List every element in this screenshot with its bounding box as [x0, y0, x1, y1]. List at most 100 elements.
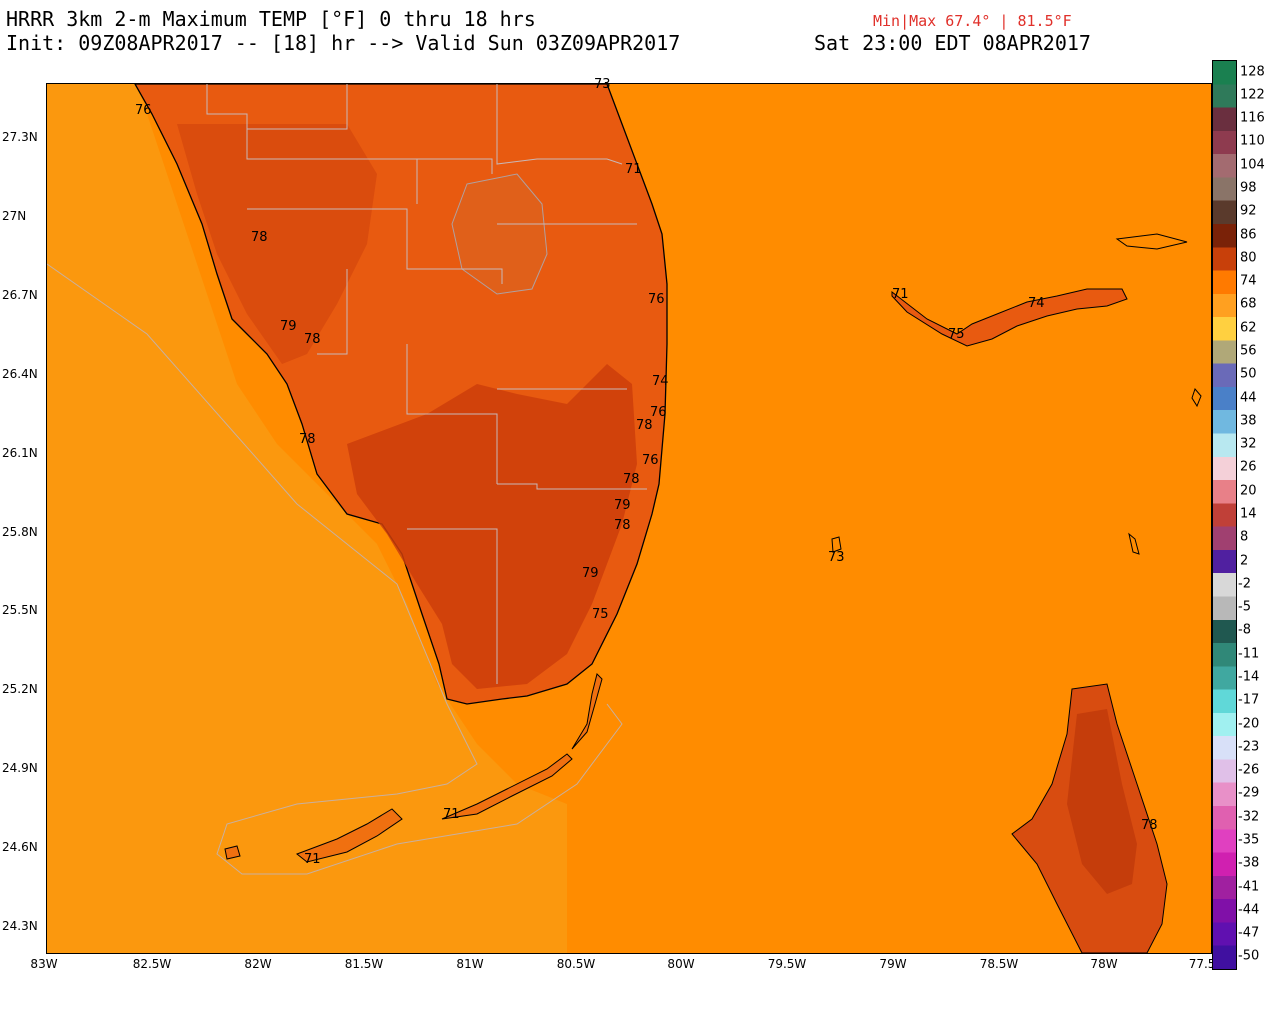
- color-scale-label: 68: [1240, 296, 1257, 312]
- station-temp-label: 78: [623, 472, 640, 487]
- color-scale-label: 38: [1240, 413, 1257, 429]
- lat-label: 25.8N: [2, 525, 38, 539]
- cay-east: [1128, 532, 1140, 555]
- gulf-region: [47, 84, 567, 953]
- lat-label: 26.1N: [2, 446, 38, 460]
- color-scale-label: 92: [1240, 203, 1257, 219]
- bimini-islands: [831, 536, 842, 553]
- color-scale-label: -26: [1238, 762, 1260, 778]
- color-scale-label: 8: [1240, 529, 1249, 545]
- lat-label: 27.3N: [2, 130, 38, 144]
- station-temp-label: 78: [251, 230, 268, 245]
- station-temp-label: 71: [625, 162, 642, 177]
- color-scale-label: 80: [1240, 250, 1257, 266]
- color-scale-label: -47: [1238, 925, 1260, 941]
- lat-label: 25.5N: [2, 603, 38, 617]
- color-scale-label: -23: [1238, 739, 1260, 755]
- sw-florida-hot-region: [177, 124, 377, 364]
- color-scale-label: -11: [1238, 646, 1260, 662]
- station-temp-label: 79: [614, 498, 631, 513]
- color-scale-label: 104: [1240, 157, 1265, 173]
- lon-label: 81.5W: [344, 957, 384, 971]
- station-temp-label: 71: [304, 852, 321, 867]
- color-scale-label: 110: [1240, 133, 1265, 149]
- lat-label: 27N: [2, 209, 27, 223]
- lon-label: 80.5W: [556, 957, 596, 971]
- station-temp-label: 79: [582, 566, 599, 581]
- lon-label: 79W: [879, 957, 907, 971]
- station-temp-label: 76: [648, 292, 665, 307]
- station-temp-label: 71: [892, 287, 909, 302]
- color-scale-label: -2: [1238, 576, 1251, 592]
- color-scale-label: 56: [1240, 343, 1257, 359]
- station-temp-label: 76: [642, 453, 659, 468]
- init-valid-line: Init: 09Z08APR2017 -- [18] hr --> Valid …: [6, 31, 681, 55]
- lon-label: 78W: [1090, 957, 1118, 971]
- local-valid-time: Sat 23:00 EDT 08APR2017: [814, 31, 1091, 55]
- lat-label: 24.3N: [2, 919, 38, 933]
- station-temp-label: 78: [299, 432, 316, 447]
- station-temp-label: 76: [135, 103, 152, 118]
- color-scale-label: 14: [1240, 506, 1257, 522]
- color-scale-label: 20: [1240, 483, 1257, 499]
- color-scale-label: -29: [1238, 785, 1260, 801]
- lon-label: 81W: [456, 957, 484, 971]
- color-scale-label: 2: [1240, 553, 1249, 569]
- color-scale-label: 122: [1240, 87, 1265, 103]
- lat-label: 24.6N: [2, 840, 38, 854]
- map-graphics: [47, 84, 1202, 953]
- color-scale-label: -5: [1238, 599, 1251, 615]
- lat-label: 26.4N: [2, 367, 38, 381]
- color-scale-label: 128: [1240, 64, 1265, 80]
- station-temp-label: 76: [650, 405, 667, 420]
- station-temp-label: 78: [636, 418, 653, 433]
- color-scale-bar: [1212, 60, 1237, 970]
- color-scale-label: -32: [1238, 809, 1260, 825]
- map-title: HRRR 3km 2-m Maximum TEMP [°F] 0 thru 18…: [6, 7, 536, 31]
- color-scale-label: 44: [1240, 390, 1257, 406]
- continental-shelf-line: [47, 263, 623, 875]
- station-temp-label: 74: [1028, 296, 1045, 311]
- color-scale-label: -14: [1238, 669, 1260, 685]
- county-lines: [206, 84, 647, 684]
- lat-label: 25.2N: [2, 682, 38, 696]
- lon-label: 79.5W: [767, 957, 807, 971]
- color-scale-label: 26: [1240, 459, 1257, 475]
- color-scale-label: -35: [1238, 832, 1260, 848]
- lon-label: 82W: [244, 957, 272, 971]
- lon-label: 80W: [667, 957, 695, 971]
- station-temp-label: 73: [828, 550, 845, 565]
- grand-bahama-cay: [1115, 233, 1188, 250]
- color-scale-label: -50: [1238, 948, 1260, 964]
- cay-northeast: [1191, 388, 1202, 408]
- everglades-hot-region: [347, 364, 637, 689]
- station-temp-label: 75: [948, 327, 965, 342]
- lon-label: 78.5W: [979, 957, 1019, 971]
- color-scale-label: -17: [1238, 692, 1260, 708]
- color-scale-label: -44: [1238, 902, 1260, 918]
- station-temp-label: 78: [304, 332, 321, 347]
- color-scale-label: -41: [1238, 879, 1260, 894]
- color-scale-label: 116: [1240, 110, 1265, 126]
- color-scale-label: 50: [1240, 366, 1257, 382]
- station-temp-label: 71: [443, 807, 460, 822]
- color-scale-label: 86: [1240, 227, 1257, 243]
- lake-okeechobee: [451, 173, 548, 295]
- color-scale-label: 32: [1240, 436, 1257, 452]
- lon-label: 83W: [30, 957, 58, 971]
- color-scale-label: 62: [1240, 320, 1257, 336]
- color-scale-label: -38: [1238, 855, 1260, 871]
- grand-bahama: [891, 288, 1128, 347]
- color-scale-label: -8: [1238, 622, 1251, 638]
- color-scale-label: 98: [1240, 180, 1257, 196]
- station-temp-label: 79: [280, 319, 297, 334]
- color-scale-label: 74: [1240, 273, 1257, 289]
- lat-label: 24.9N: [2, 761, 38, 775]
- andros-interior: [1067, 709, 1137, 894]
- station-temp-label: 74: [652, 374, 669, 389]
- lon-label: 82.5W: [132, 957, 172, 971]
- station-temp-label: 78: [1141, 818, 1158, 833]
- color-scale-label: -20: [1238, 716, 1260, 732]
- temperature-map: [46, 83, 1212, 954]
- lat-label: 26.7N: [2, 288, 38, 302]
